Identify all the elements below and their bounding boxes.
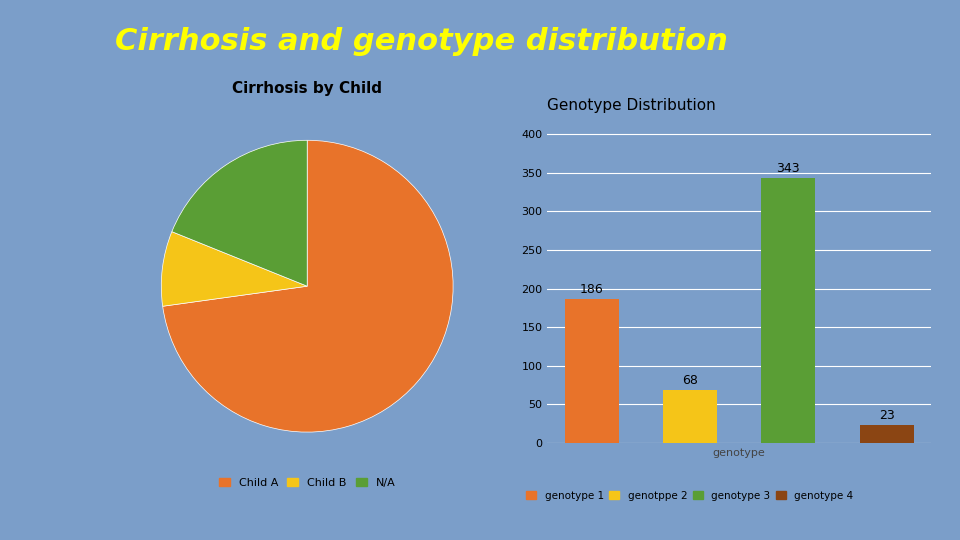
Bar [564, 299, 619, 443]
Legend: Child A, Child B, N/A: Child A, Child B, N/A [215, 473, 399, 492]
Wedge shape [162, 140, 453, 432]
Text: Genotype Distribution: Genotype Distribution [547, 98, 716, 113]
Bar [761, 178, 815, 443]
Wedge shape [172, 140, 307, 286]
Legend: genotype 1, genotppe 2, genotype 3, genotype 4: genotype 1, genotppe 2, genotype 3, geno… [521, 487, 857, 505]
Wedge shape [161, 232, 307, 306]
Title: Cirrhosis by Child: Cirrhosis by Child [232, 80, 382, 96]
Bar [859, 425, 914, 443]
Text: 186: 186 [580, 283, 604, 296]
Text: Cirrhosis and genotype distribution: Cirrhosis and genotype distribution [115, 27, 728, 56]
Text: 23: 23 [878, 409, 895, 422]
Text: 68: 68 [683, 374, 698, 387]
X-axis label: genotype: genotype [713, 448, 765, 458]
Bar [663, 390, 717, 443]
Text: 343: 343 [777, 162, 801, 175]
